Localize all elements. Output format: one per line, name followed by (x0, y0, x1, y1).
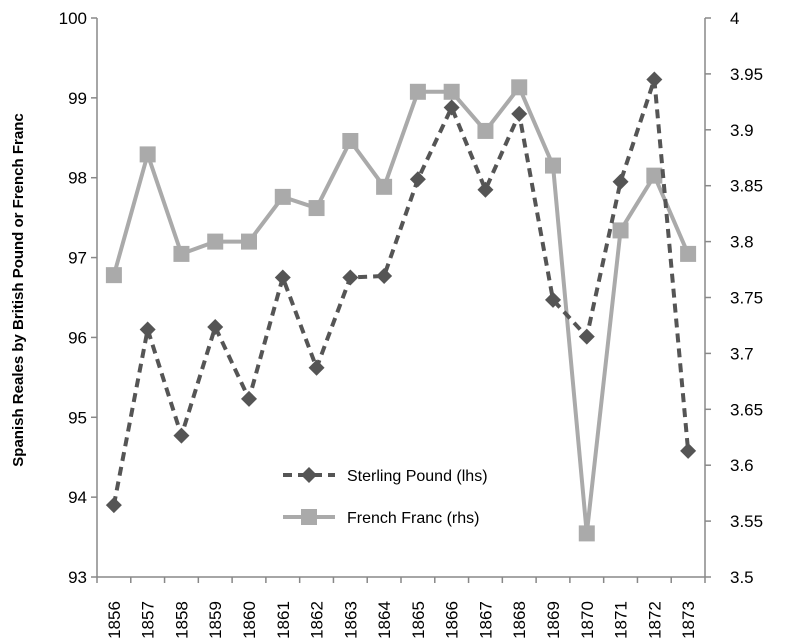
data-point (612, 222, 629, 239)
data-point (612, 173, 629, 190)
left-tick-label: 100 (59, 9, 87, 28)
data-point (274, 188, 291, 205)
left-tick-label: 93 (68, 568, 87, 587)
left-tick-label: 95 (68, 408, 87, 427)
left-tick-label: 97 (68, 249, 87, 268)
data-point (646, 71, 663, 88)
series-layer (105, 71, 697, 542)
legend: Sterling Pound (lhs) French Franc (rhs) (283, 467, 488, 527)
right-tick-label: 3.5 (730, 568, 754, 587)
x-tick-label: 1873 (679, 601, 698, 639)
data-point (207, 233, 224, 250)
data-point (173, 245, 190, 262)
x-tick-label: 1869 (544, 601, 563, 639)
data-point (443, 83, 460, 100)
data-point (207, 319, 224, 336)
data-point (477, 181, 494, 198)
left-tick-label: 98 (68, 169, 87, 188)
data-point (173, 427, 190, 444)
series-line (111, 85, 690, 536)
series-french-franc (105, 79, 697, 542)
data-point (105, 497, 122, 514)
data-point (578, 328, 595, 345)
left-tick-label: 96 (68, 328, 87, 347)
right-tick-label: 3.95 (730, 65, 763, 84)
data-point (477, 122, 494, 139)
data-point (274, 269, 291, 286)
x-tick-label: 1865 (409, 601, 428, 639)
legend-sterling-label: Sterling Pound (lhs) (347, 468, 488, 485)
data-point (545, 157, 561, 174)
data-point (342, 269, 359, 286)
x-tick-label: 1857 (139, 601, 158, 639)
right-tick-label: 3.75 (730, 289, 763, 308)
legend-franc-label: French Franc (rhs) (347, 510, 479, 527)
right-tick-label: 3.65 (730, 400, 763, 419)
legend-franc-marker (301, 509, 317, 525)
left-tick-label: 94 (68, 488, 87, 507)
x-tick-label: 1870 (578, 601, 597, 639)
x-tick-label: 1862 (308, 601, 327, 639)
right-tick-label: 3.9 (730, 121, 754, 140)
series-sterling-pound (105, 71, 697, 514)
data-point (443, 99, 460, 116)
data-point (409, 171, 426, 188)
data-point (545, 291, 561, 308)
right-tick-label: 3.85 (730, 177, 763, 196)
data-point (680, 442, 697, 459)
axes: 93 94 95 96 97 98 99 100 3.5 3.55 3.6 3.65 3.7 3.75 3.… (59, 9, 763, 639)
legend-sterling-marker (301, 467, 317, 483)
right-tick-label: 3.8 (730, 233, 754, 252)
data-point (105, 267, 122, 284)
right-tick-label: 3.55 (730, 512, 763, 531)
x-tick-label: 1868 (510, 601, 529, 639)
x-tick-label: 1859 (206, 601, 225, 639)
y-axis-label: Spanish Reales by British Pound or Frenc… (10, 113, 27, 466)
right-tick-label: 3.6 (730, 456, 754, 475)
data-point (511, 79, 528, 96)
data-point (241, 233, 257, 250)
x-tick-label: 1864 (375, 601, 394, 639)
x-tick-label: 1858 (172, 601, 191, 639)
data-point (139, 146, 156, 163)
x-tick-label: 1861 (274, 601, 293, 639)
data-point (308, 200, 325, 217)
data-point (511, 105, 528, 122)
x-tick-label: 1860 (240, 601, 259, 639)
left-tick-label: 99 (68, 89, 87, 108)
x-tick-label: 1871 (612, 601, 631, 639)
x-tick-label: 1866 (443, 601, 462, 639)
x-tick-label: 1867 (476, 601, 495, 639)
right-tick-label: 4 (730, 9, 739, 28)
data-point (308, 359, 325, 376)
data-point (241, 390, 257, 407)
data-point (376, 267, 393, 284)
data-point (376, 178, 393, 195)
series-line (111, 77, 691, 506)
data-point (646, 167, 663, 184)
data-point (139, 321, 156, 338)
x-tick-label: 1872 (645, 601, 664, 639)
x-tick-label: 1856 (105, 601, 124, 639)
data-point (409, 83, 426, 100)
x-tick-label: 1863 (341, 601, 360, 639)
data-point (342, 132, 359, 149)
right-tick-label: 3.7 (730, 344, 754, 363)
data-point (578, 525, 595, 542)
data-point (680, 245, 697, 262)
